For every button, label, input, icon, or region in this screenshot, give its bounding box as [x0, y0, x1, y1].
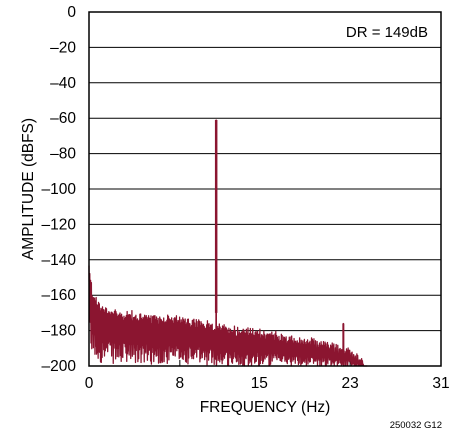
dynamic-range-annotation: DR = 149dB [346, 24, 428, 41]
y-tick-label: –80 [50, 146, 76, 163]
x-tick-label: 31 [432, 375, 449, 392]
y-tick-label: –20 [50, 39, 76, 56]
annotation-background [322, 20, 434, 42]
y-tick-label: –120 [42, 216, 77, 233]
plot-frame [88, 11, 442, 367]
y-tick-label: 0 [67, 4, 76, 21]
y-tick-label: –60 [50, 110, 76, 127]
figure-id: 250032 G12 [390, 420, 442, 431]
y-tick-label: –140 [42, 252, 77, 269]
grid-lines [89, 46, 441, 332]
y-tick-label: –40 [50, 75, 76, 92]
y-axis-title: AMPLITUDE (dBFS) [20, 118, 37, 260]
x-tick-label: 15 [251, 375, 268, 392]
spectrum-line [88, 119, 368, 367]
y-tick-label: –200 [42, 358, 77, 375]
y-tick-label: –160 [42, 287, 77, 304]
y-tick-labels: 0 –20 –40 –60 –80 –100 –120 –140 –160 –180 –200 [42, 4, 77, 375]
x-tick-labels: 0 8 15 23 31 [85, 375, 450, 392]
x-tick-label: 8 [176, 375, 185, 392]
y-tick-label: –180 [42, 323, 77, 340]
y-tick-label: –100 [42, 181, 77, 198]
x-tick-label: 0 [85, 375, 94, 392]
x-axis-title: FREQUENCY (Hz) [200, 399, 331, 416]
spectrum-series [88, 119, 368, 367]
x-tick-label: 23 [342, 375, 359, 392]
x-tick-marks [179, 360, 351, 366]
